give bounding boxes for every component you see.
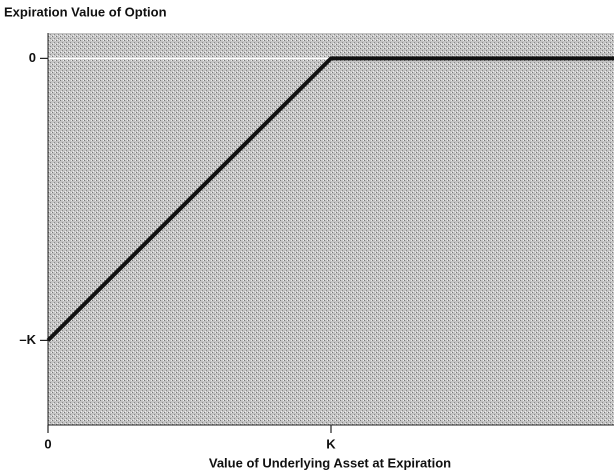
y-tick-label: 0 [29, 50, 36, 65]
plot-area [48, 33, 614, 425]
y-tick-label: –K [19, 332, 36, 347]
x-tick-label: 0 [44, 436, 51, 451]
payoff-line [46, 56, 614, 342]
x-tick-label: K [326, 436, 336, 451]
x-axis-label: Value of Underlying Asset at Expiration [209, 455, 451, 470]
chart-title: Expiration Value of Option [4, 4, 167, 19]
